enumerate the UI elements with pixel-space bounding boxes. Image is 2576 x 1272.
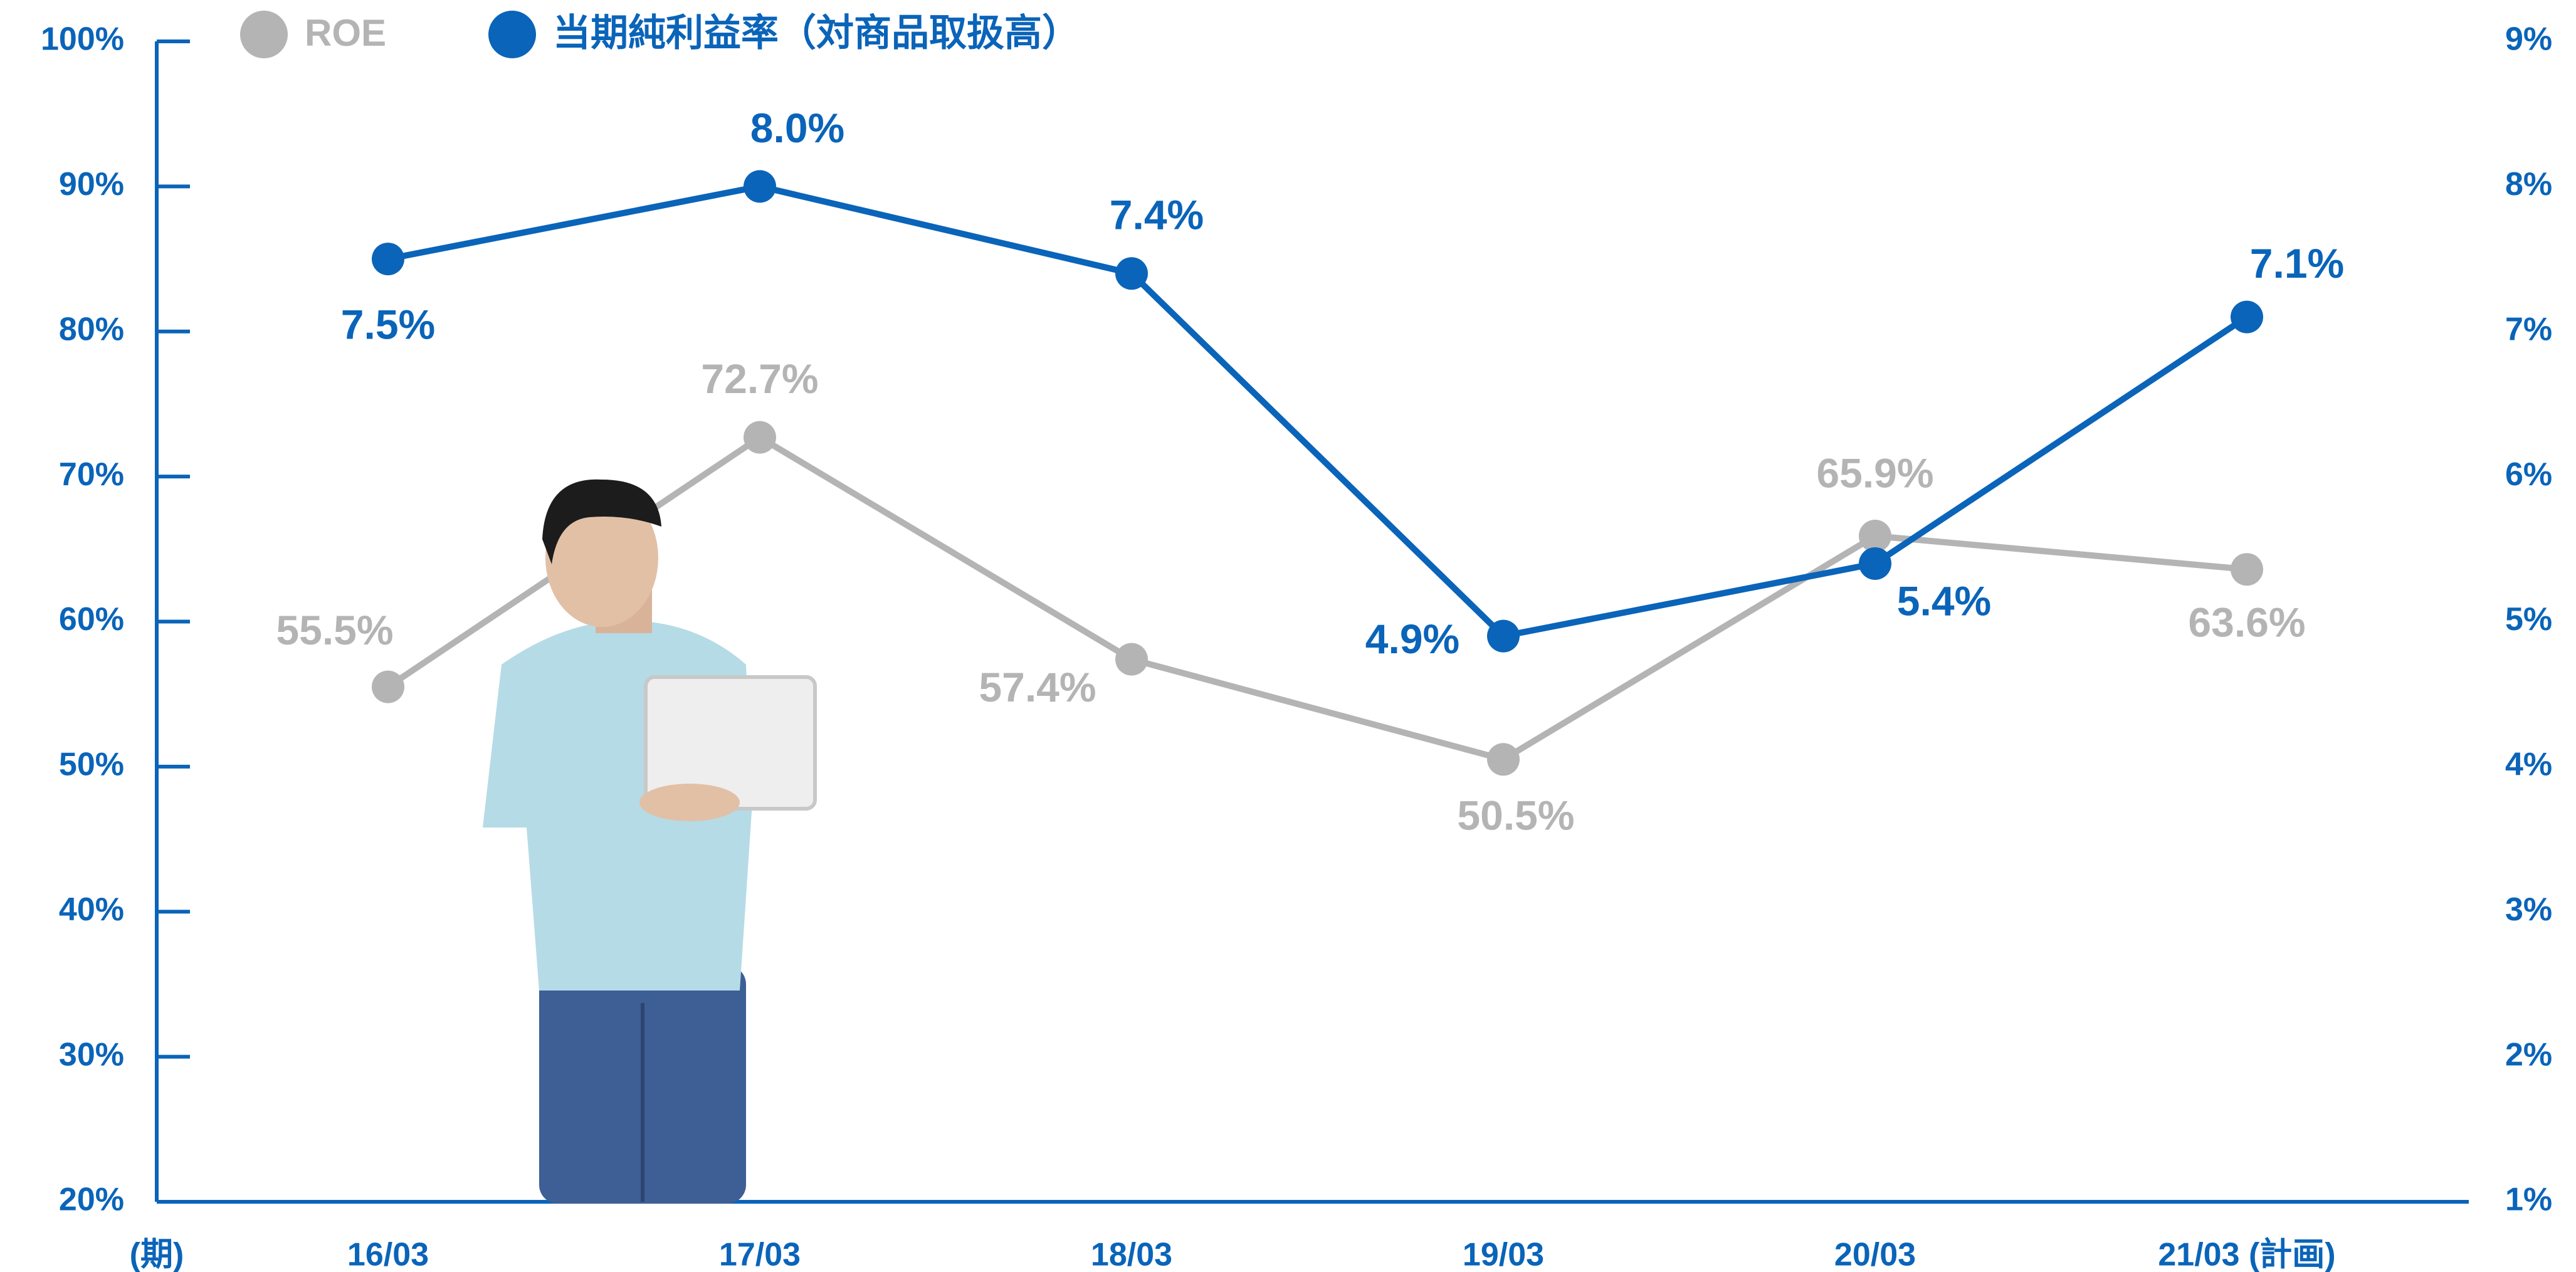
axes: 20% 30% 40% 50% 60% 70% 80% 90% 100% 1% 2% 3% 4% 5% 6%… bbox=[41, 21, 2552, 1272]
y-tick-label: 40% bbox=[59, 891, 124, 928]
value-label: 72.7% bbox=[701, 355, 818, 402]
person-illustration bbox=[483, 479, 817, 1204]
legend: ROE 当期純利益率（対商品取扱高） bbox=[240, 11, 1080, 58]
y-tick-label: 60% bbox=[59, 601, 124, 638]
value-label: 8.0% bbox=[750, 105, 844, 151]
marker bbox=[744, 170, 776, 203]
marker bbox=[744, 421, 776, 454]
value-label: 50.5% bbox=[1457, 792, 1574, 839]
marker bbox=[2231, 553, 2263, 586]
series-line bbox=[386, 433, 2247, 763]
x-tick-label: 21/03 (計画) bbox=[2158, 1237, 2335, 1272]
marker bbox=[1487, 619, 1520, 653]
y2-tick-label: 1% bbox=[2505, 1182, 2552, 1218]
plot-back bbox=[386, 433, 2247, 763]
marker bbox=[372, 243, 404, 276]
marker bbox=[372, 670, 404, 703]
hand bbox=[639, 784, 740, 821]
x-tick-label: 17/03 bbox=[719, 1237, 801, 1272]
y-tick-label: 90% bbox=[59, 166, 124, 202]
y-tick-label: 30% bbox=[59, 1036, 124, 1073]
y-tick-label: 50% bbox=[59, 747, 124, 783]
x-tick-label: 18/03 bbox=[1091, 1237, 1172, 1272]
plot: 55.5% 72.7% 57.4% 50.5% 65.9% 63.6% 7.5% 8.0% 7.… bbox=[276, 105, 2344, 839]
value-label: 4.9% bbox=[1365, 616, 1459, 662]
y-tick-label: 80% bbox=[59, 311, 124, 347]
legend-label: 当期純利益率（対商品取扱高） bbox=[553, 12, 1080, 54]
value-label: 65.9% bbox=[1816, 449, 1933, 496]
legend-marker bbox=[488, 11, 536, 58]
value-label: 7.5% bbox=[341, 302, 435, 348]
marker bbox=[2231, 300, 2263, 334]
y2-tick-label: 7% bbox=[2505, 311, 2552, 347]
y2-tick-label: 9% bbox=[2505, 21, 2552, 58]
y2-tick-label: 8% bbox=[2505, 166, 2552, 202]
value-label: 5.4% bbox=[1897, 577, 1991, 624]
hair bbox=[542, 479, 661, 564]
legend-marker bbox=[240, 11, 288, 58]
y2-tick-label: 4% bbox=[2505, 747, 2552, 783]
y2-tick-label: 6% bbox=[2505, 456, 2552, 493]
y-tick-label: 20% bbox=[59, 1182, 124, 1218]
series-line bbox=[387, 183, 2249, 640]
marker bbox=[1487, 743, 1520, 776]
value-label: 55.5% bbox=[276, 607, 393, 653]
marker bbox=[1859, 519, 1891, 552]
y-tick-label: 70% bbox=[59, 456, 124, 493]
y2-tick-label: 2% bbox=[2505, 1036, 2552, 1073]
marker bbox=[1115, 643, 1148, 676]
marker bbox=[1115, 257, 1148, 290]
x-tick-label: 19/03 bbox=[1463, 1237, 1544, 1272]
face bbox=[545, 489, 658, 627]
y-tick-label: 100% bbox=[41, 21, 124, 58]
value-label: 7.4% bbox=[1110, 192, 1204, 238]
value-label: 63.6% bbox=[2188, 599, 2305, 646]
legend-label: ROE bbox=[305, 12, 386, 54]
value-label: 57.4% bbox=[979, 664, 1096, 710]
x-tick-label: 16/03 bbox=[347, 1237, 429, 1272]
marker bbox=[1859, 547, 1891, 580]
y2-tick-label: 3% bbox=[2505, 891, 2552, 928]
x-tick-label: 20/03 bbox=[1834, 1237, 1916, 1272]
x-axis-label: (期) bbox=[130, 1237, 184, 1272]
y2-tick-label: 5% bbox=[2505, 601, 2552, 638]
value-label: 7.1% bbox=[2250, 240, 2344, 286]
